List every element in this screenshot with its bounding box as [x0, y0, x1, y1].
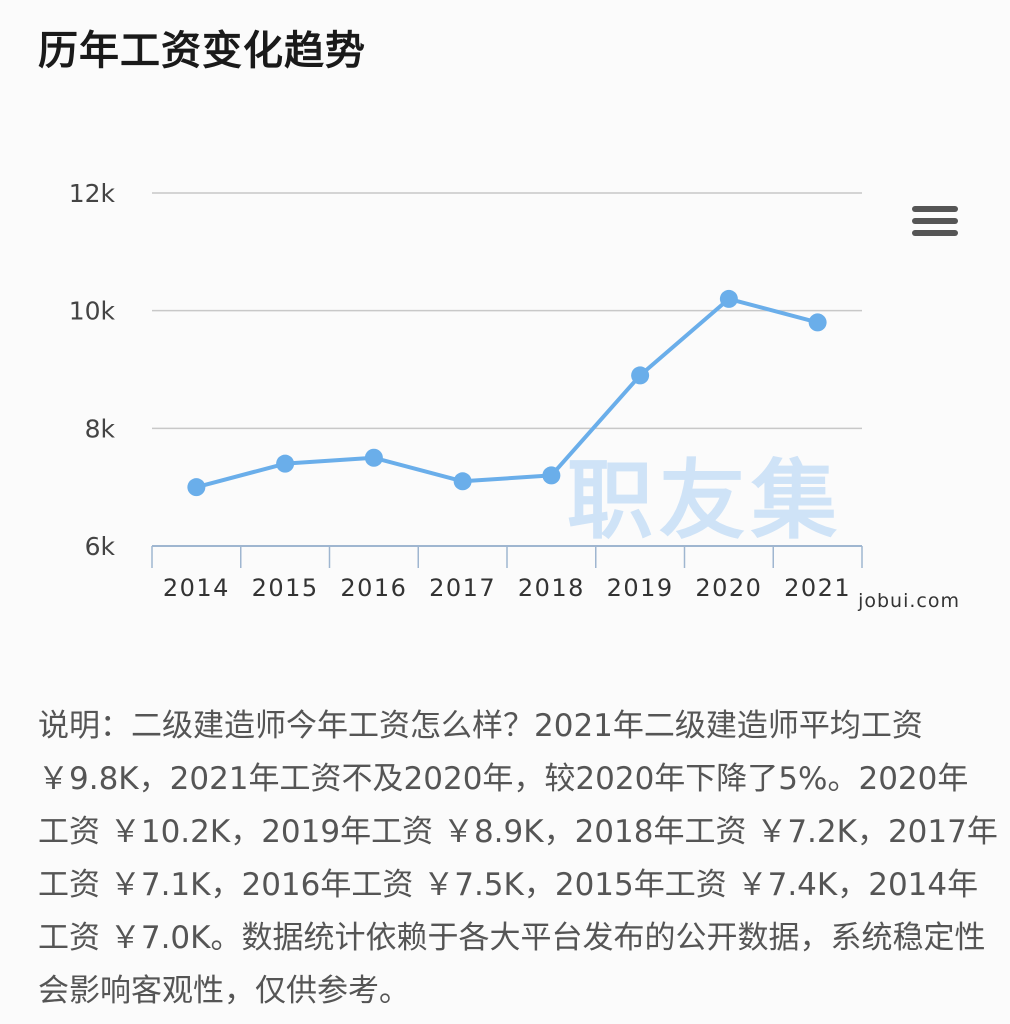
series-salary [187, 289, 827, 497]
y-tick-label: 6k [85, 532, 116, 561]
data-point[interactable] [542, 466, 561, 485]
data-point[interactable] [808, 313, 827, 332]
x-tick-label: 2017 [429, 574, 496, 602]
x-tick-label: 2020 [695, 574, 762, 602]
x-tick-label: 2021 [784, 574, 851, 602]
data-point[interactable] [453, 472, 472, 491]
x-tick-label: 2015 [252, 574, 319, 602]
grid-lines [152, 192, 862, 430]
x-tick-label: 2018 [518, 574, 585, 602]
x-tick-label: 2019 [607, 574, 674, 602]
data-point[interactable] [276, 454, 295, 473]
x-tick-label: 2016 [340, 574, 407, 602]
x-tick-label: 2014 [163, 574, 230, 602]
y-tick-label: 8k [85, 414, 116, 443]
x-axis: 2014 2015 2016 2017 2018 2019 2020 2021 [151, 545, 863, 602]
description-text: 说明：二级建造师今年工资怎么样？2021年二级建造师平均工资 ￥9.8K，202… [38, 708, 998, 1009]
hamburger-menu-icon[interactable] [912, 206, 958, 240]
y-tick-label: 10k [69, 297, 116, 326]
series-line [195, 296, 819, 490]
data-point[interactable] [719, 289, 738, 308]
watermark: 职友集 [567, 451, 843, 551]
line-chart: 6k 8k 10k 12k 2014 2015 2016 2017 2018 2019 2020 2… [0, 150, 1010, 630]
source-label: jobui.com [857, 590, 960, 612]
y-tick-label: 12k [69, 179, 116, 208]
data-point[interactable] [631, 366, 650, 385]
data-point[interactable] [187, 478, 206, 497]
data-point[interactable] [364, 448, 383, 467]
chart-title: 历年工资变化趋势 [38, 28, 366, 74]
y-axis: 6k 8k 10k 12k [69, 179, 116, 561]
